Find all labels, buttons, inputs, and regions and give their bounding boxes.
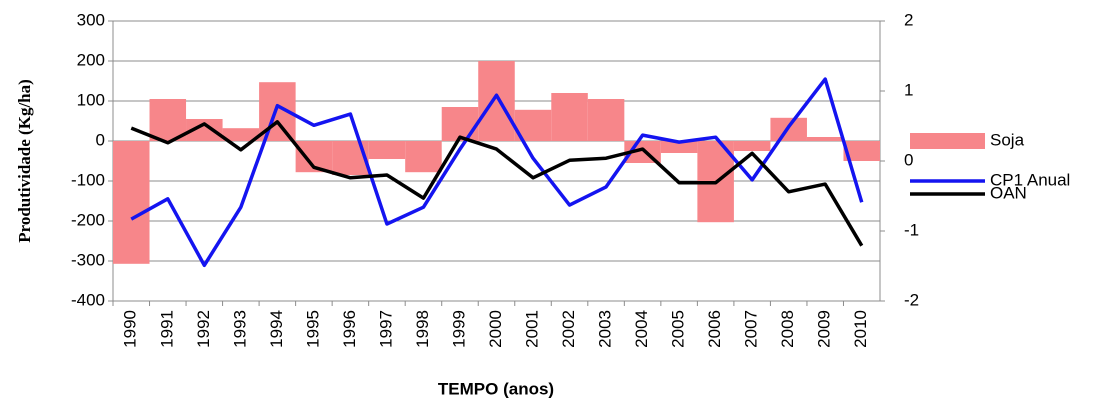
- x-tick-label: 2000: [486, 310, 505, 348]
- y-tick-label: 100: [77, 90, 105, 109]
- y-tick-label: 300: [77, 10, 105, 29]
- x-tick-label: 2009: [815, 310, 834, 348]
- bar: [441, 107, 479, 141]
- y2-tick-label: -1: [904, 220, 919, 239]
- bar: [113, 141, 150, 264]
- x-tick-label: 1996: [340, 310, 359, 348]
- legend-label: Soja: [990, 130, 1025, 149]
- line: [130, 77, 864, 268]
- x-tick-label: 1997: [376, 310, 395, 348]
- bar: [149, 99, 187, 141]
- x-tick-label: 1993: [230, 310, 249, 348]
- x-tick-label: 1992: [194, 310, 213, 348]
- x-tick-label: 1995: [303, 310, 322, 348]
- line: [130, 120, 864, 247]
- legend-swatch: [910, 133, 985, 149]
- x-tick-label: 2004: [632, 310, 651, 348]
- x-axis-label: TEMPO (anos): [438, 379, 554, 398]
- bar: [843, 141, 880, 161]
- x-tick-label: 2006: [705, 310, 724, 348]
- x-tick-label: 1991: [157, 310, 176, 348]
- bar: [405, 141, 442, 173]
- y-tick-label: 200: [77, 50, 105, 69]
- x-tick-label: 1994: [267, 310, 286, 348]
- x-tick-label: 1998: [413, 310, 432, 348]
- x-tick-label: 2002: [559, 310, 578, 348]
- y-tick-label: -300: [71, 250, 105, 269]
- bar: [368, 141, 406, 159]
- bar: [660, 141, 698, 153]
- y-tick-label: 0: [96, 130, 105, 149]
- y-tick-label: -200: [71, 210, 105, 229]
- bar: [222, 128, 260, 141]
- y-tick-label: -400: [71, 290, 105, 309]
- y2-tick-label: 0: [904, 150, 913, 169]
- x-tick-label: 2007: [742, 310, 761, 348]
- x-tick-label: 2008: [778, 310, 797, 348]
- x-tick-label: 2005: [669, 310, 688, 348]
- bar: [186, 119, 223, 141]
- y-tick-label: -100: [71, 170, 105, 189]
- bar: [806, 137, 844, 141]
- y2-tick-label: -2: [904, 290, 919, 309]
- y2-tick-label: 2: [904, 10, 913, 29]
- y-axis-label: Produtividade (Kg/ha): [15, 79, 34, 243]
- legend-label: OAN: [990, 183, 1027, 202]
- x-tick-label: 2003: [596, 310, 615, 348]
- bar: [478, 61, 515, 141]
- bar: [733, 141, 771, 151]
- bar: [587, 99, 625, 141]
- legend-label: CP1 Anual: [990, 170, 1070, 189]
- y2-tick-label: 1: [904, 80, 913, 99]
- x-tick-label: 2010: [851, 310, 870, 348]
- x-tick-label: 2001: [523, 310, 542, 348]
- x-tick-label: 1999: [449, 310, 468, 348]
- bar: [551, 93, 588, 141]
- x-tick-label: 1990: [121, 310, 140, 348]
